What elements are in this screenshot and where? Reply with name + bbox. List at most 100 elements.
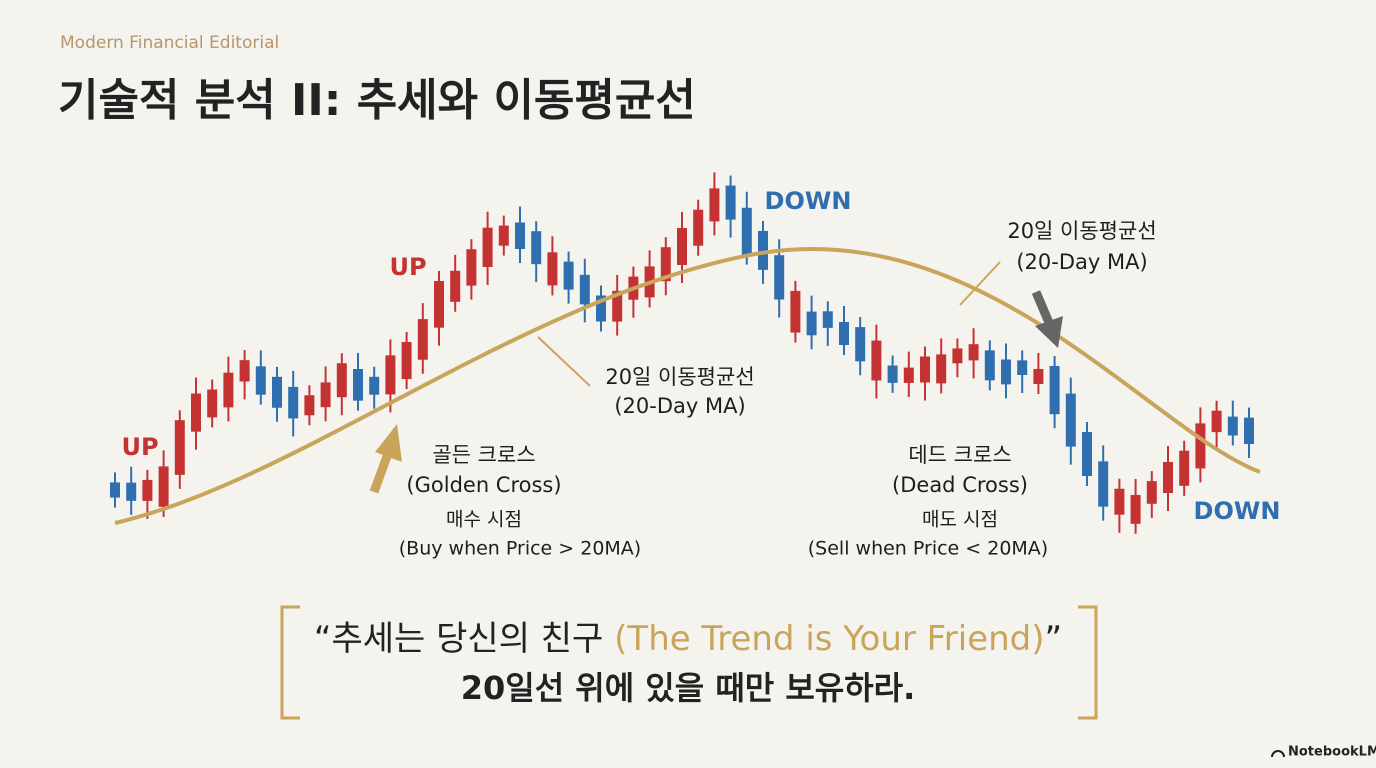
- candle-body: [936, 354, 947, 384]
- candle-body: [385, 355, 396, 395]
- candle-body: [1049, 366, 1060, 415]
- candle-body: [790, 290, 801, 333]
- leader-line: [959, 261, 1001, 306]
- candle-body: [498, 225, 509, 246]
- candle-body: [1001, 359, 1011, 385]
- candle-body: [531, 231, 542, 265]
- candle-body: [1227, 416, 1238, 436]
- signal-rule: (Sell when Price < 20MA): [808, 538, 1048, 560]
- candle-body: [725, 185, 736, 220]
- quote-line: “추세는 당신의 친구 (The Trend is Your Friend)”: [314, 619, 1062, 659]
- ma-label: 20일 이동평균선: [1007, 219, 1156, 243]
- candle-body: [207, 389, 218, 418]
- quote-english: (The Trend is Your Friend): [614, 619, 1044, 659]
- candle-body: [434, 281, 444, 328]
- candle-body: [239, 360, 250, 382]
- candle-body: [158, 466, 169, 507]
- signal-english: (Golden Cross): [406, 473, 561, 497]
- title: 기술적 분석 II: 추세와 이동평균선: [58, 75, 696, 126]
- dead-arrow: [1031, 290, 1063, 348]
- candle-body: [304, 395, 315, 416]
- trend-label: UP: [121, 433, 158, 461]
- signal-action: 매도 시점: [922, 509, 998, 531]
- candle-body: [1130, 494, 1141, 524]
- footer: NotebookLM: [1288, 745, 1376, 760]
- candle-body: [709, 188, 720, 222]
- signal-action: 매수 시점: [446, 509, 522, 531]
- candle-body: [855, 327, 866, 362]
- signal-rule: (Buy when Price > 20MA): [399, 538, 641, 560]
- leader-line: [537, 336, 591, 387]
- candle-body: [1146, 481, 1157, 504]
- candle-body: [677, 228, 687, 265]
- trend-label: UP: [389, 253, 426, 281]
- candle-body: [887, 365, 898, 383]
- candle-body: [320, 382, 331, 408]
- kicker: Modern Financial Editorial: [60, 33, 279, 53]
- candle-body: [450, 270, 461, 302]
- ma-label: 20일 이동평균선: [605, 365, 754, 389]
- candle-body: [110, 482, 120, 498]
- moving-average: [114, 247, 1261, 525]
- candle-body: [741, 207, 752, 255]
- quote-text: 추세는 당신의 친구: [331, 619, 614, 659]
- candle-body: [822, 311, 833, 328]
- footer-logo: NotebookLM: [1271, 745, 1376, 760]
- candle-body: [774, 255, 785, 300]
- candle-body: [1065, 393, 1076, 447]
- candle-body: [1017, 360, 1028, 375]
- candle-body: [1082, 432, 1092, 476]
- candle-body: [288, 386, 299, 419]
- candle-body: [191, 393, 201, 432]
- candle-body: [693, 209, 704, 246]
- candle-body: [839, 322, 849, 345]
- candle-body: [579, 274, 590, 305]
- candle-body: [547, 252, 558, 286]
- candle-body: [401, 341, 412, 380]
- candle-body: [1211, 410, 1222, 433]
- candle-body: [806, 311, 817, 336]
- candle-body: [336, 363, 347, 398]
- candle-body: [968, 344, 979, 361]
- trend-label: DOWN: [1194, 497, 1281, 525]
- quote-mark: “: [314, 619, 332, 659]
- candle-body: [596, 295, 606, 322]
- candle-body: [353, 369, 363, 401]
- candle-body: [1195, 423, 1206, 469]
- quote-line2: 20일선 위에 있을 때만 보유하라.: [461, 669, 916, 707]
- signal-title: 골든 크로스: [432, 443, 535, 467]
- candle-body: [223, 372, 234, 408]
- candle-body: [952, 348, 963, 364]
- candle-body: [369, 376, 380, 395]
- candle-body: [1244, 417, 1254, 444]
- candle-body: [126, 482, 137, 501]
- candle-body: [660, 247, 671, 282]
- candle-body: [758, 231, 768, 270]
- ma-label: (20-Day MA): [1016, 250, 1147, 274]
- candle-body: [174, 420, 185, 475]
- ma-label: (20-Day MA): [614, 394, 745, 418]
- bracket-left: [280, 605, 300, 720]
- signal-english: (Dead Cross): [892, 473, 1028, 497]
- candle-body: [1098, 461, 1109, 507]
- candle-body: [903, 367, 914, 383]
- candle-body: [272, 376, 282, 408]
- candle-body: [482, 227, 493, 267]
- candle-body: [920, 356, 930, 383]
- candle-body: [871, 340, 882, 381]
- signal-title: 데드 크로스: [908, 443, 1011, 467]
- candle-body: [984, 350, 995, 381]
- trend-label: DOWN: [765, 187, 852, 215]
- candle-body: [1114, 488, 1125, 515]
- candle-body: [1179, 450, 1190, 486]
- candle-body: [142, 479, 153, 501]
- candle-body: [612, 290, 623, 322]
- candle-body: [255, 366, 266, 395]
- candle-body: [563, 261, 574, 290]
- candle-body: [515, 222, 525, 249]
- candle-body: [1163, 462, 1173, 493]
- bracket-right: [1078, 605, 1098, 720]
- candle-body: [1033, 369, 1044, 384]
- candle-body: [466, 249, 477, 286]
